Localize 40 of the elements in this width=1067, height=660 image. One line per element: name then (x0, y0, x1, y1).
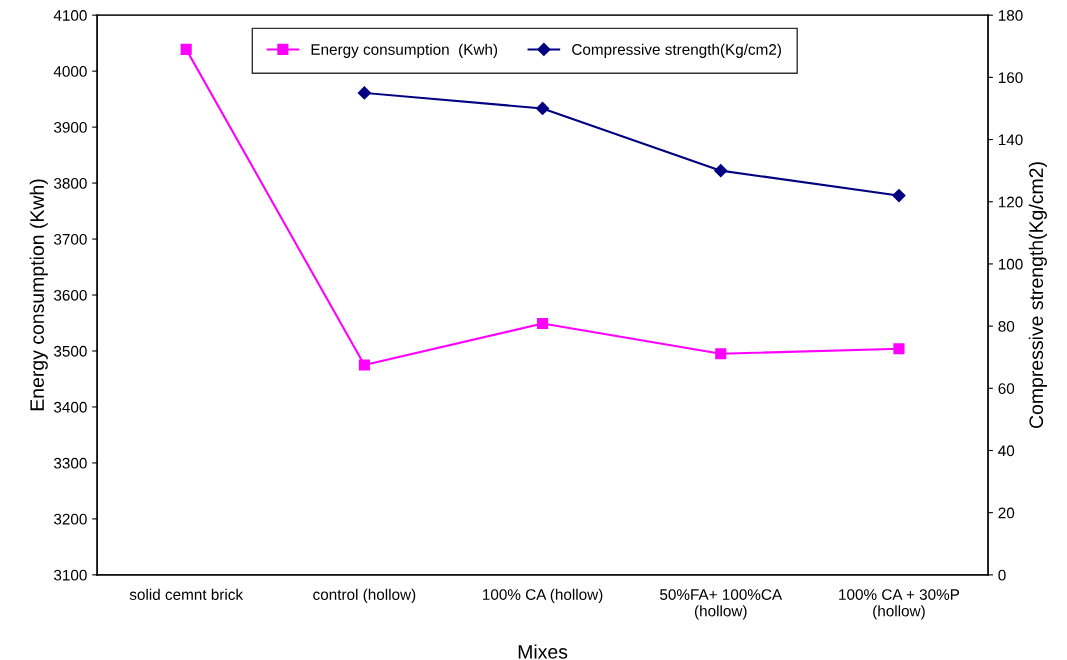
y2-tick-label: 120 (998, 196, 1023, 208)
y2-tick-label: 160 (998, 72, 1023, 84)
point (715, 348, 727, 360)
y2-tick-label: 20 (998, 507, 1015, 519)
y-tick-label: 4000 (53, 66, 87, 77)
legend-label: Compressive strength(Kg/cm2) (572, 43, 781, 58)
y2-tick-label: 40 (998, 445, 1015, 457)
y-tick-label: 3800 (53, 177, 87, 189)
point (714, 164, 728, 178)
point (892, 188, 906, 203)
y-tick-label: 3400 (53, 401, 87, 413)
x-tick-label: solid cemnt brick (129, 588, 244, 600)
y2-tick-label: 180 (998, 10, 1023, 21)
point (180, 43, 192, 55)
legend-label: Energy consumption (Kwh) (311, 43, 498, 58)
y2-axis-title: Compressive strength(Kg/cm2) (1028, 162, 1047, 429)
y-tick-label: 4100 (53, 10, 87, 21)
y-tick-label: 3900 (53, 121, 87, 133)
y-tick-label: 3200 (53, 513, 87, 525)
y2-tick-label: 60 (998, 383, 1015, 394)
y-tick-label: 3300 (53, 457, 87, 469)
y2-tick-label: 100 (998, 258, 1023, 270)
x-tick-label: 50%FA+ 100%CA (hollow) (660, 589, 783, 620)
point (535, 101, 550, 116)
y-tick-label: 3600 (53, 289, 87, 301)
point (358, 359, 370, 371)
y-tick-label: 3500 (53, 345, 87, 357)
point (537, 318, 549, 330)
y2-tick-label: 80 (998, 320, 1015, 332)
x-tick-label: 100% CA (hollow) (483, 588, 603, 603)
y2-tick-label: 140 (998, 134, 1023, 146)
y2-tick-label: 0 (998, 569, 1006, 581)
point (893, 343, 905, 355)
y-tick-label: 3700 (53, 233, 87, 245)
y-axis-title: Energy consumption (Kwh) (29, 179, 48, 411)
x-tick-label: 100% CA + 30%P (hollow) (839, 589, 960, 620)
x-tick-label: control (hollow) (313, 588, 416, 603)
point (357, 86, 371, 100)
y-tick-label: 3100 (53, 569, 87, 581)
x-axis-title: Mixes (518, 644, 568, 659)
